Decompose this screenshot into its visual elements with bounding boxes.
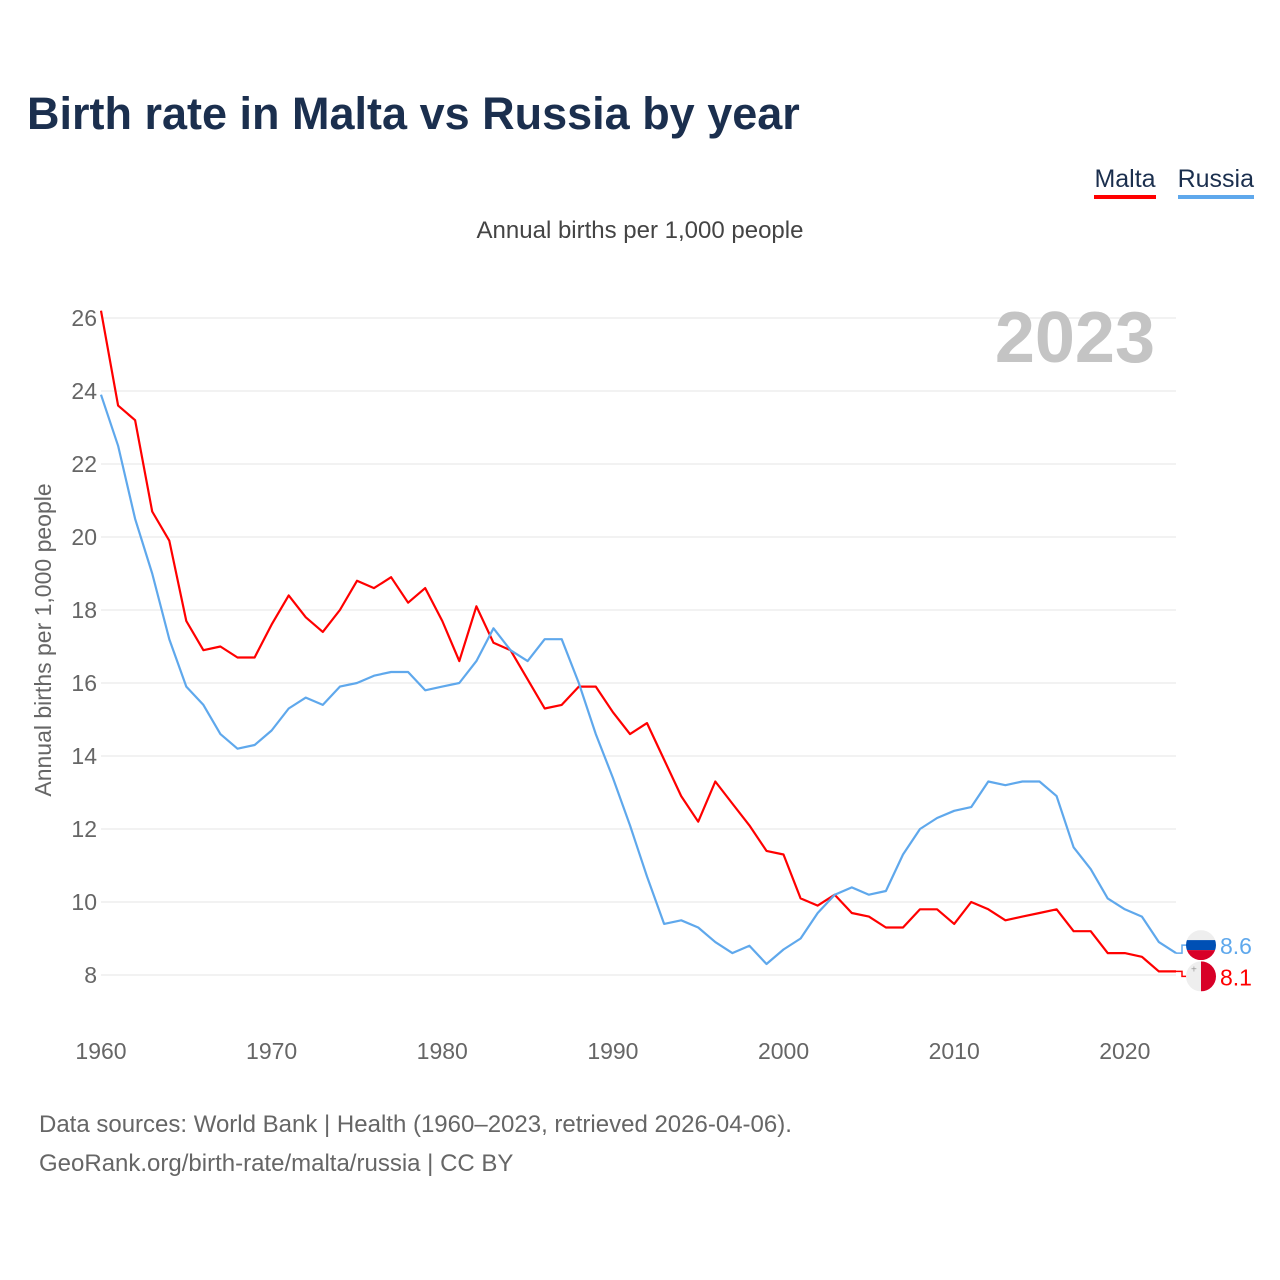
chart-title: Birth rate in Malta vs Russia by year	[27, 88, 800, 139]
y-tick-label: 26	[71, 305, 97, 331]
source-link[interactable]: GeoRank.org/birth-rate/malta/russia | CC…	[39, 1150, 514, 1177]
x-tick-label: 1990	[587, 1038, 638, 1064]
y-tick-label: 18	[71, 597, 97, 623]
x-tick-label: 1970	[246, 1038, 297, 1064]
x-tick-label: 1980	[417, 1038, 468, 1064]
y-tick-label: 8	[84, 962, 97, 988]
flag-malta-icon: +	[1186, 961, 1216, 992]
y-tick-label: 14	[71, 743, 97, 769]
series-line-russia[interactable]	[99, 394, 1177, 966]
end-value-malta: 8.1	[1220, 964, 1252, 990]
y-tick-label: 12	[71, 816, 97, 842]
y-tick-label: 16	[71, 670, 97, 696]
legend-russia[interactable]: Russia	[1177, 165, 1254, 199]
leader-line	[1176, 970, 1188, 978]
x-tick-label: 1960	[75, 1038, 126, 1064]
y-tick-label: 24	[71, 378, 97, 404]
y-axis-label: Annual births per 1,000 people	[30, 483, 56, 796]
chart-subtitle: Annual births per 1,000 people	[476, 217, 804, 244]
legend: Malta Russia	[1094, 165, 1254, 199]
svg-text:+: +	[1191, 964, 1197, 975]
y-tick-label: 20	[71, 524, 97, 550]
legend-malta[interactable]: Malta	[1094, 165, 1156, 199]
x-tick-label: 2020	[1099, 1038, 1150, 1064]
series-line-malta[interactable]	[99, 310, 1176, 973]
y-tick-label: 22	[71, 451, 97, 477]
x-tick-label: 2000	[758, 1038, 809, 1064]
x-tick-label: 2010	[929, 1038, 980, 1064]
leader-line	[1176, 944, 1188, 954]
data-source: Data sources: World Bank | Health (1960–…	[39, 1111, 792, 1138]
end-value-russia: 8.6	[1220, 933, 1252, 959]
flag-russia-icon	[1186, 930, 1216, 961]
year-watermark: 2023	[995, 298, 1155, 378]
footer: Data sources: World Bank | Health (1960–…	[39, 1105, 792, 1183]
y-tick-label: 10	[71, 889, 97, 915]
